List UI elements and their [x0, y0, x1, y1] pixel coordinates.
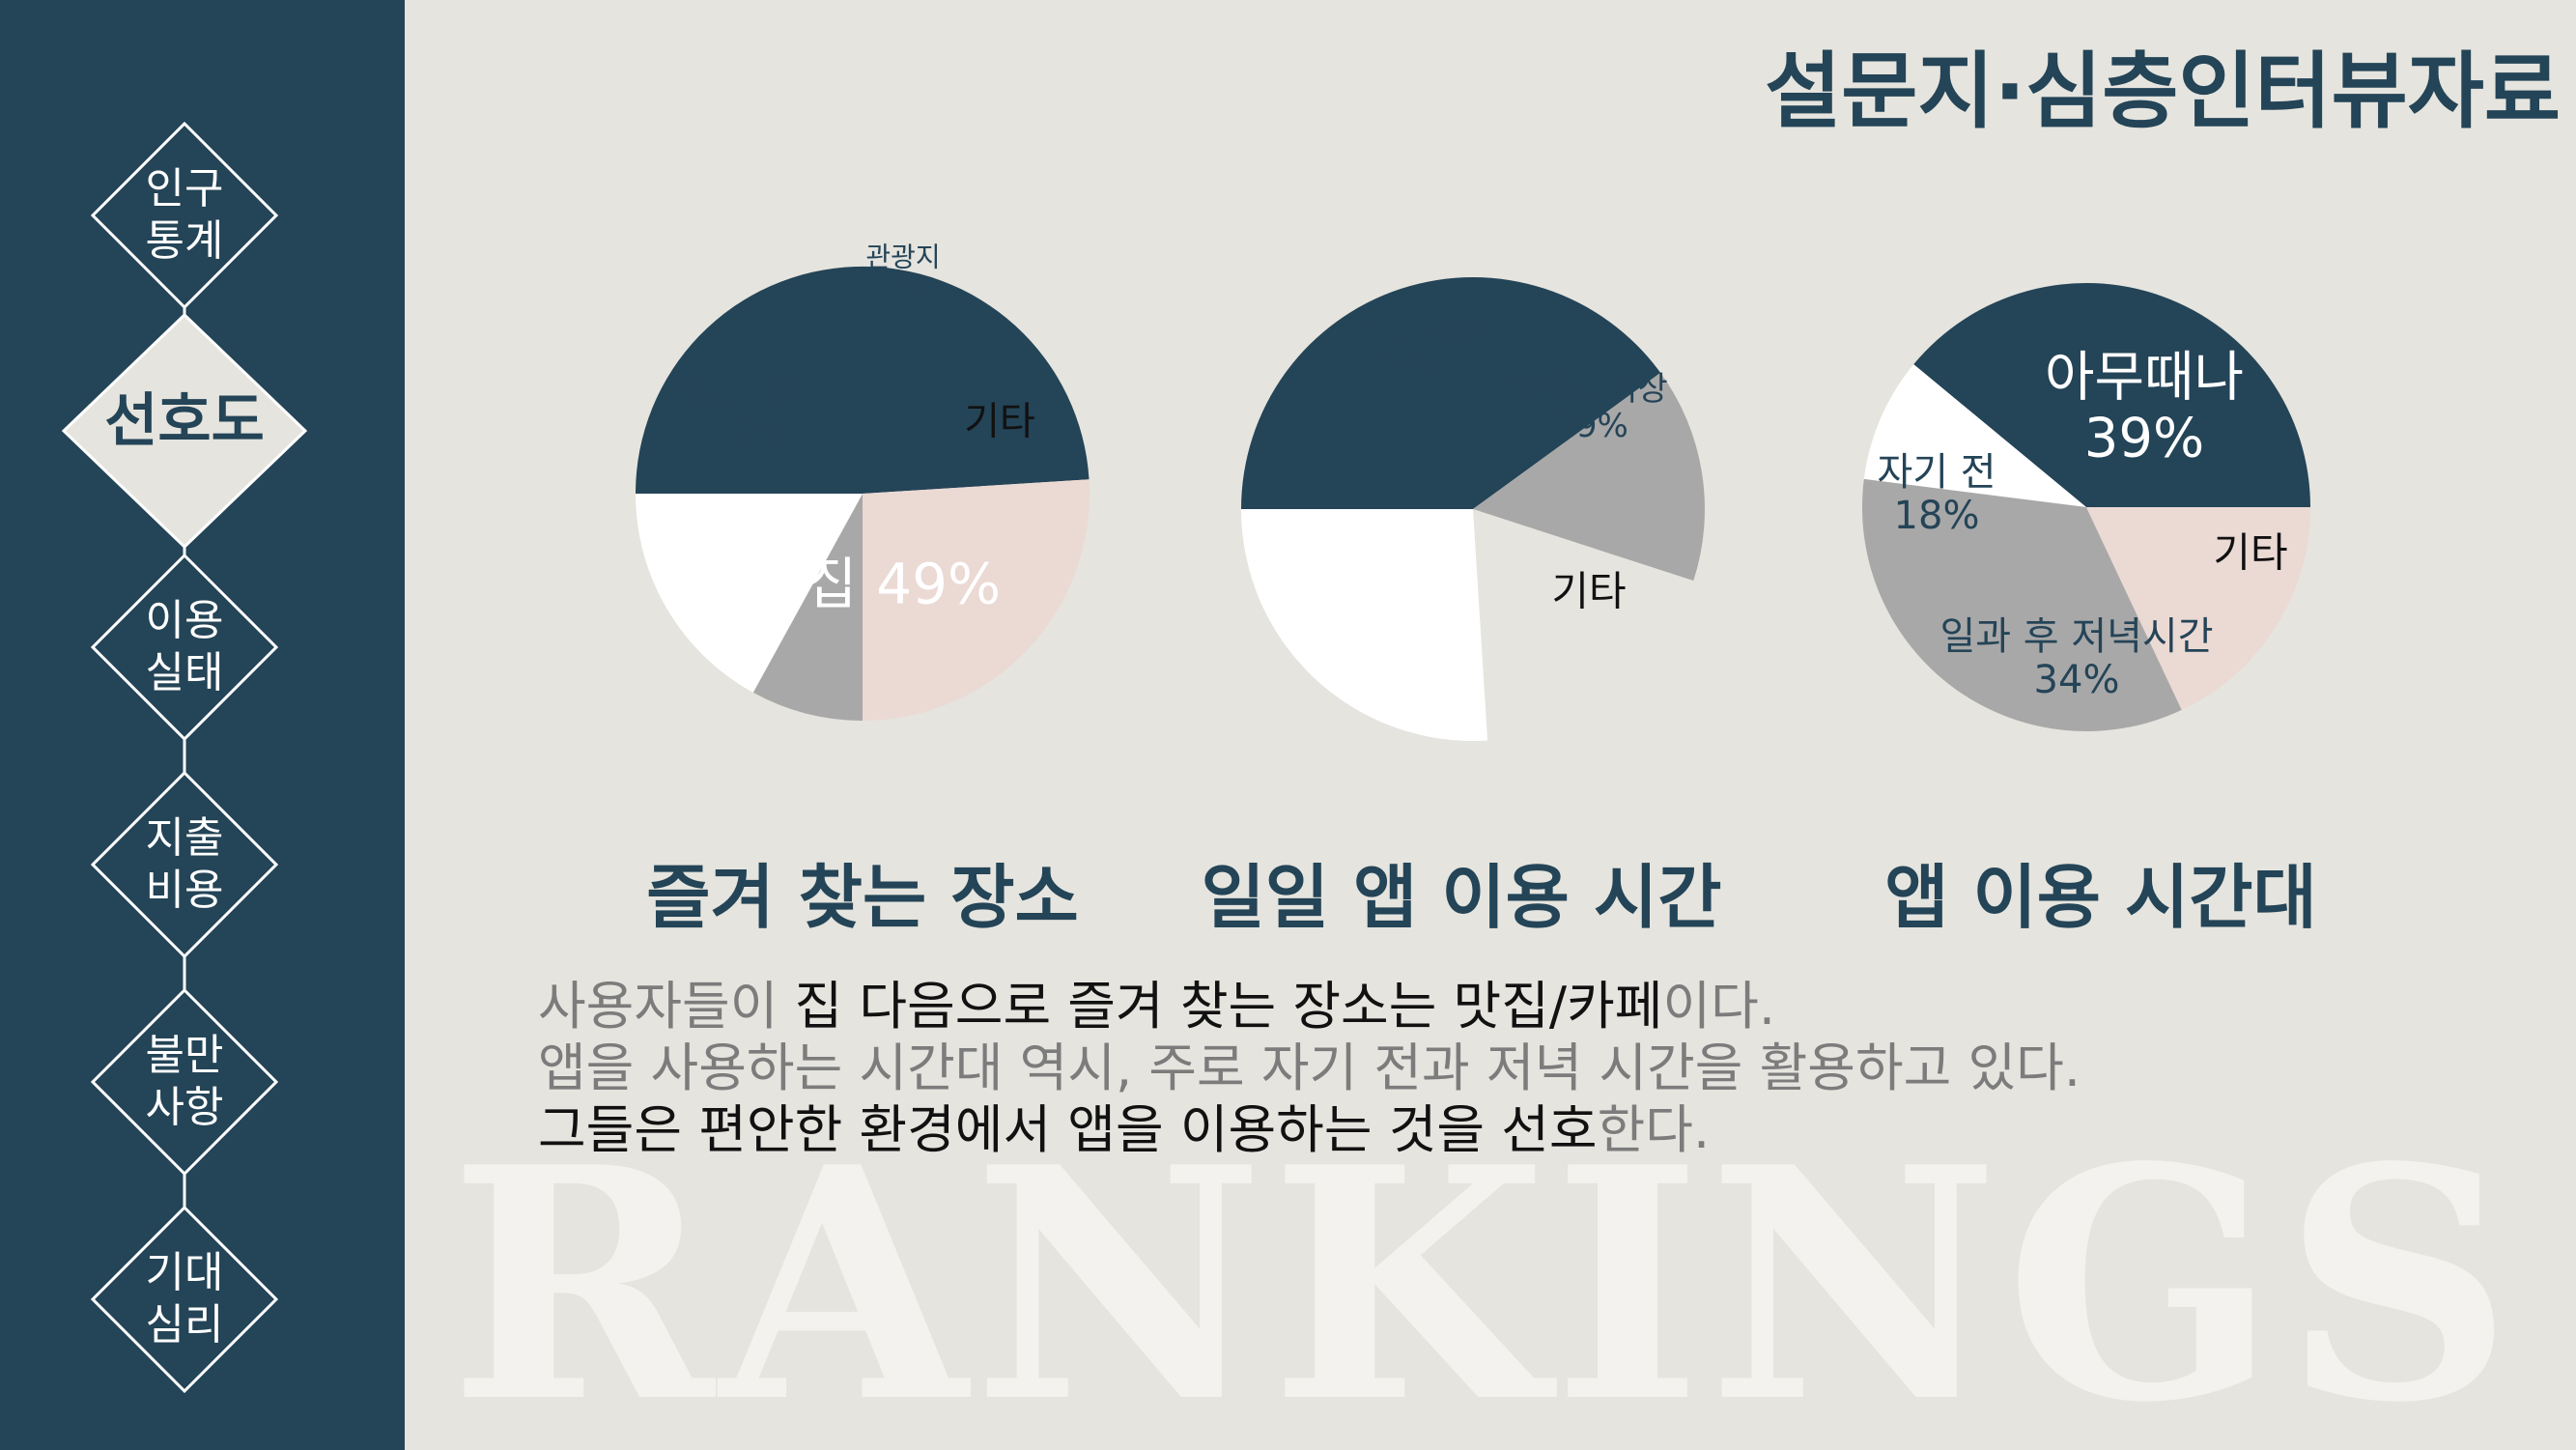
slice-label-text: 기타 [1551, 567, 1627, 615]
slice-label-text: 관광지 [865, 241, 941, 273]
pie-chart-daily-usage-time [1241, 277, 1705, 742]
slice-value-text: 19% [1555, 407, 1628, 445]
nav-diamond [90, 770, 279, 959]
chart-title-daily-usage-time: 일일 앱 이용 시간 [1201, 857, 1722, 938]
pie-slice [863, 479, 1090, 721]
pie-slice [636, 494, 863, 693]
slice-label-text: 3시간 미만 [1256, 519, 1435, 564]
slice-value-text: 34% [2033, 658, 2120, 702]
pie-slice [1241, 509, 1488, 742]
pie-chart-usage-time-of-day [1862, 283, 2310, 731]
nav-diamond [90, 1205, 279, 1394]
pie-slice-label: 맛집/카페 26% [671, 372, 827, 459]
slice-label-text: 기타 [2213, 528, 2288, 577]
summary-segment: 앱을 사용하는 시간대 역시, 주로 자기 전과 저녁 시간을 활용하고 있다. [538, 1038, 2081, 1098]
nav-diamond [90, 553, 279, 742]
summary-segment: 이다. [1662, 976, 1776, 1037]
pie-slice [1863, 364, 2086, 507]
pie-slice [1473, 372, 1705, 582]
pie-slice-label: 관광지 8% [865, 241, 941, 303]
slice-label-text: 4시간 미만 [1343, 318, 1478, 353]
pie-slice [752, 494, 863, 721]
pie-slice-label: 5시간 이상 19% [1515, 371, 1668, 444]
summary-segment: 그들은 편안한 환경에서 앱을 이용하는 것을 선호 [538, 1099, 1598, 1160]
slice-label-text: 5시간 이상 [1515, 369, 1668, 409]
pie-slice-label: 기타 [1551, 568, 1626, 613]
nav-item-spending[interactable]: 지출 비용 [145, 813, 224, 915]
slice-value-text: 8% [881, 271, 925, 303]
summary-line: 사용자들이 집 다음으로 즐겨 찾는 장소는 맛집/카페이다. [538, 976, 2081, 1038]
summary-text: 사용자들이 집 다음으로 즐겨 찾는 장소는 맛집/카페이다. 앱을 사용하는 시… [538, 976, 2081, 1161]
pie-slice-label: 기타 [964, 399, 1035, 444]
chart-title-usage-time-of-day: 앱 이용 시간대 [1884, 857, 2317, 938]
nav-diamond [90, 987, 279, 1177]
slice-value-text: 15% [1377, 351, 1443, 384]
pie-slice-label: 일과 후 저녁시간 34% [1939, 615, 2213, 702]
pie-slice [1241, 277, 1661, 509]
slice-label-text: 맛집/카페 [670, 371, 827, 416]
chart-title-favorite-places: 즐겨 찾는 장소 [646, 857, 1079, 938]
pie-slice-label: 3시간 미만 40% [1256, 520, 1434, 607]
slice-value-text: 49% [876, 551, 1002, 617]
nav-item-complaints[interactable]: 불만 사항 [145, 1031, 224, 1132]
slice-label-text: 기타 [964, 399, 1035, 444]
summary-segment: 사용자들이 [538, 976, 795, 1037]
page-title: 설문지·심층인터뷰자료 [1765, 43, 2561, 140]
sidebar-diagram [61, 121, 308, 1394]
pie-slice-label: 아무때나 39% [2045, 348, 2244, 469]
summary-line: 앱을 사용하는 시간대 역시, 주로 자기 전과 저녁 시간을 활용하고 있다. [538, 1038, 2081, 1099]
nav-diamond [90, 121, 279, 310]
summary-line: 그들은 편안한 환경에서 앱을 이용하는 것을 선호한다. [538, 1099, 2081, 1161]
pie-slice [1913, 283, 2310, 507]
sidebar: 인구 통계 선호도 이용 실태 지출 비용 불만 사항 기대 심리 [0, 0, 405, 1450]
slice-value-text: 39% [2083, 407, 2205, 469]
slice-label-text: 일과 후 저녁시간 [1939, 614, 2214, 660]
pie-slice [1862, 478, 2182, 731]
pie-slice [2086, 507, 2310, 710]
pie-slice [636, 266, 1090, 494]
slice-label-text: 집 [805, 551, 858, 617]
watermark-text: RANKINGS [449, 1145, 2519, 1450]
nav-item-usage-status[interactable]: 이용 실태 [145, 596, 224, 697]
pie-slice-label: 4시간 미만 15% [1343, 319, 1477, 384]
nav-item-preference[interactable]: 선호도 [104, 387, 265, 455]
summary-segment: 한다. [1597, 1099, 1711, 1160]
nav-item-expectations[interactable]: 기대 심리 [145, 1248, 224, 1350]
slice-value-text: 18% [1893, 494, 1980, 538]
slice-value-text: 26% [705, 414, 792, 459]
nav-diamond-active [61, 312, 308, 550]
slice-label-text: 아무때나 [2044, 346, 2245, 410]
pie-slice-label: 기타 [2213, 529, 2287, 575]
nav-item-demographics[interactable]: 인구 통계 [145, 164, 224, 266]
pie-slice-label: 집 49% [805, 551, 1002, 617]
pie-chart-favorite-places [636, 266, 1090, 721]
summary-segment: 집 다음으로 즐겨 찾는 장소는 맛집/카페 [794, 976, 1663, 1037]
pie-slice [1473, 509, 1694, 741]
pie-slice-label: 자기 전 18% [1877, 451, 1996, 538]
slice-value-text: 40% [1302, 562, 1389, 607]
slice-label-text: 자기 전 [1877, 450, 1996, 496]
